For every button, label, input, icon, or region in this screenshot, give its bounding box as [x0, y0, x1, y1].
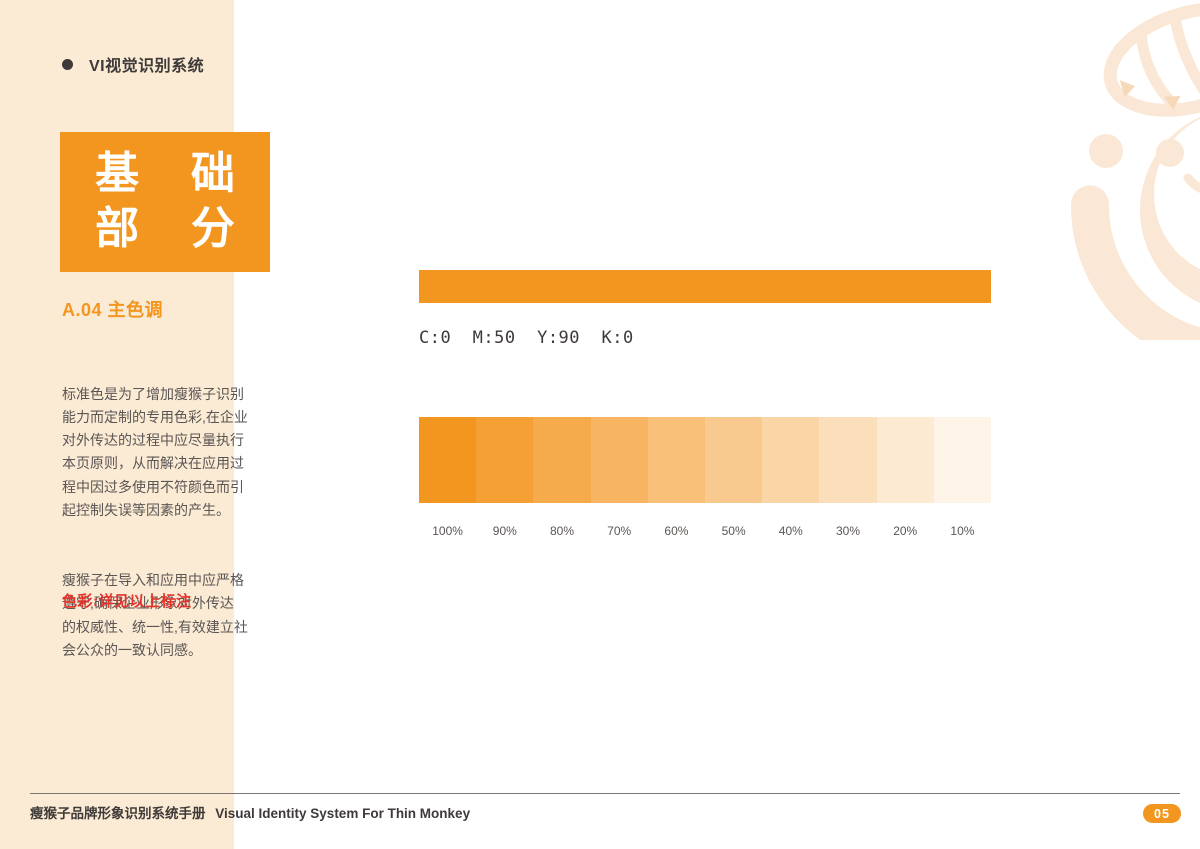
chapter-title-line2: 部 分 — [95, 204, 255, 253]
tint-swatch-90% — [476, 417, 534, 503]
tint-swatch-50% — [705, 417, 763, 503]
tint-swatch-10% — [933, 417, 992, 503]
footer-title-cn: 瘦猴子品牌形象识别系统手册 — [30, 806, 206, 821]
tint-label-20%: 20% — [893, 524, 918, 538]
tint-swatch-60% — [647, 417, 706, 503]
chapter-title-line1: 基 础 — [95, 149, 255, 199]
tint-label-30%: 30% — [836, 524, 861, 538]
tint-label-100%: 100% — [432, 524, 463, 538]
monkey-logo-watermark — [1071, 2, 1200, 340]
section-heading: A.04 主色调 — [62, 300, 164, 320]
body-paragraph-2: 瘦猴子在导入和应用中应严格 遵守,确保企业形象对外传达 的权威性、统一性,有效建… — [62, 571, 248, 658]
cmyk-values-label: C:0 M:50 Y:90 K:0 — [419, 328, 634, 348]
monkey-ear — [1089, 134, 1123, 168]
tint-labels: 100% 90% 80% 70% 60% 50% 40% 30% 20% 10% — [419, 524, 991, 538]
body-text: 标准色是为了增加瘦猴子识别 能力而定制的专用色彩,在企业 对外传达的过程中应尽量… — [62, 336, 248, 709]
tint-swatch-30% — [819, 417, 877, 503]
tint-label-60%: 60% — [664, 524, 689, 538]
body-paragraph-1: 标准色是为了增加瘦猴子识别 能力而定制的专用色彩,在企业 对外传达的过程中应尽量… — [62, 385, 248, 519]
chapter-title-box: 基 础 部 分 — [60, 132, 270, 272]
tint-label-10%: 10% — [950, 524, 975, 538]
tint-label-50%: 50% — [721, 524, 746, 538]
document-title: VI视觉识别系统 — [89, 58, 205, 75]
color-note: 色彩:详见以上标注 — [62, 593, 192, 610]
banana-icon — [1103, 2, 1200, 117]
tint-label-80%: 80% — [549, 524, 575, 538]
tint-scale — [419, 417, 992, 503]
footer-title-en: Visual Identity System For Thin Monkey — [215, 806, 471, 821]
footer-text: 瘦猴子品牌形象识别系统手册 Visual Identity System For… — [30, 802, 470, 822]
tint-label-70%: 70% — [607, 524, 632, 538]
tint-swatch-70% — [590, 417, 648, 503]
tint-swatch-80% — [533, 417, 591, 503]
bullet-icon — [62, 58, 73, 70]
tint-label-40%: 40% — [778, 524, 803, 538]
monkey-eye-icon — [1156, 139, 1184, 167]
footer-rule — [30, 793, 1180, 794]
tint-label-90%: 90% — [492, 524, 517, 538]
document-header: VI视觉识别系统 — [62, 52, 204, 76]
primary-color-bar — [419, 270, 991, 303]
monkey-smile-icon — [1183, 173, 1200, 193]
tint-swatch-40% — [762, 417, 820, 503]
page-number-badge: 05 — [1143, 804, 1181, 823]
tint-swatch-100% — [419, 417, 477, 503]
page-number: 05 — [1154, 806, 1170, 821]
tint-swatch-20% — [876, 417, 934, 503]
